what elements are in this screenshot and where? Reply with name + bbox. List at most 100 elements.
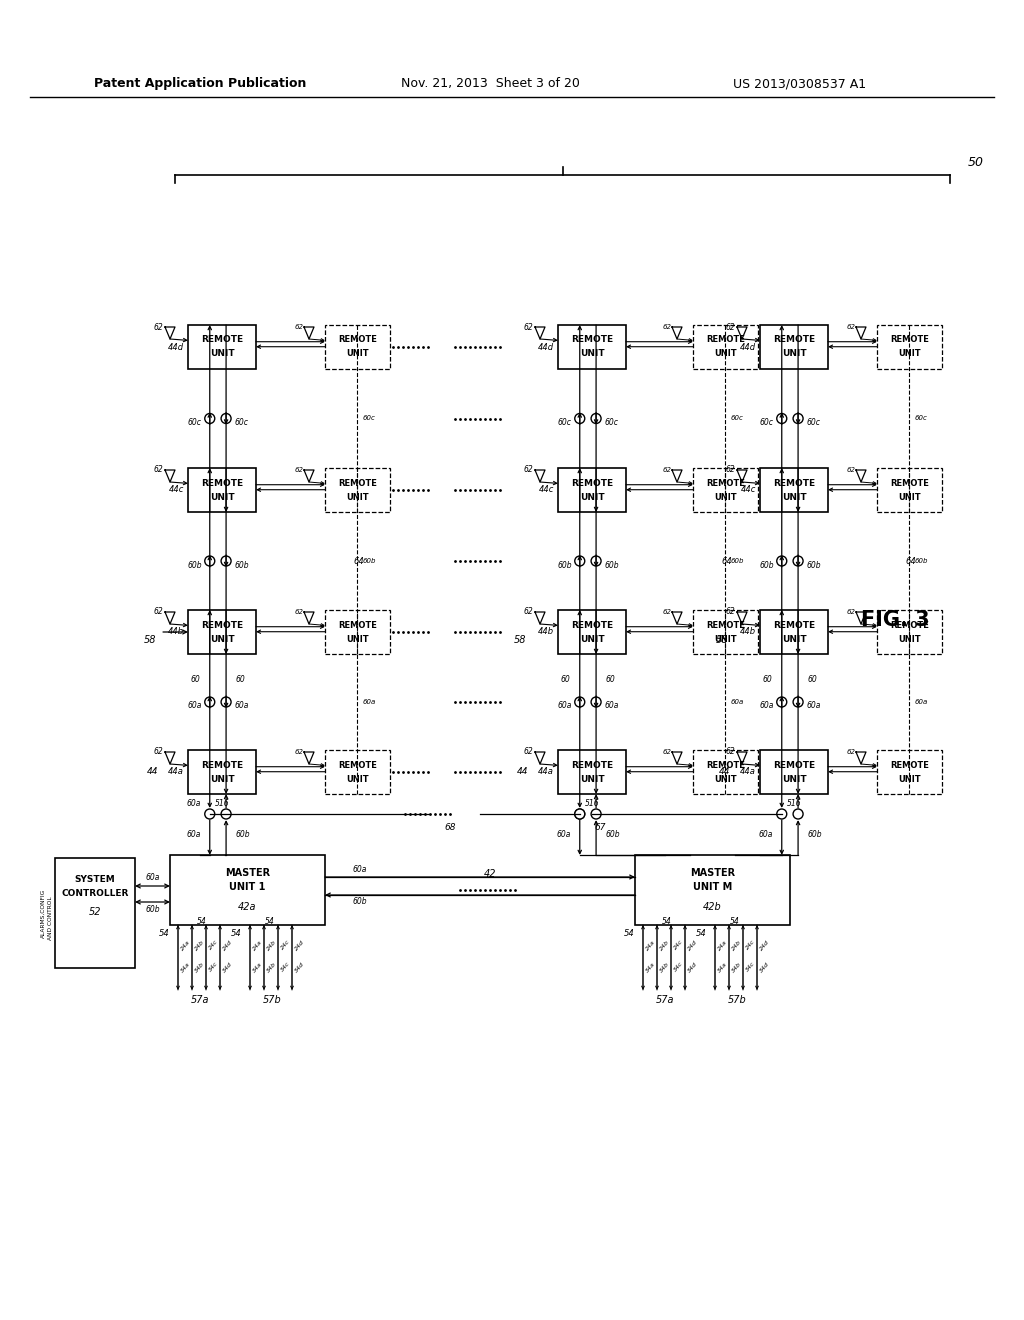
Text: 60a: 60a: [362, 700, 376, 705]
Text: 57b: 57b: [262, 995, 282, 1005]
Text: 54: 54: [663, 917, 672, 927]
Text: 62: 62: [295, 609, 303, 615]
Text: 62: 62: [725, 607, 735, 616]
Text: 34c: 34c: [208, 961, 219, 973]
Text: UNIT: UNIT: [580, 492, 604, 502]
Text: 60b: 60b: [604, 561, 618, 569]
Text: 60b: 60b: [914, 558, 928, 564]
Text: 60a: 60a: [730, 700, 743, 705]
Text: UNIT: UNIT: [580, 775, 604, 784]
Text: 60: 60: [191, 676, 201, 685]
Text: 44c: 44c: [539, 486, 554, 495]
Text: 60c: 60c: [558, 418, 571, 426]
Circle shape: [205, 809, 215, 818]
Text: UNIT: UNIT: [898, 635, 921, 644]
Text: 60: 60: [807, 676, 817, 685]
Text: 24b: 24b: [731, 939, 742, 952]
Text: REMOTE: REMOTE: [890, 479, 929, 487]
Text: 62: 62: [663, 323, 672, 330]
Text: 24d: 24d: [687, 939, 698, 952]
Text: 516: 516: [215, 800, 229, 808]
Text: 58: 58: [513, 635, 526, 645]
Bar: [760, 325, 828, 370]
Text: UNIT: UNIT: [346, 350, 369, 359]
Text: 67: 67: [594, 824, 605, 833]
Text: 60b: 60b: [605, 830, 620, 840]
Text: MASTER: MASTER: [690, 869, 735, 878]
Text: REMOTE: REMOTE: [890, 620, 929, 630]
Text: 24a: 24a: [252, 939, 263, 952]
Text: REMOTE: REMOTE: [773, 620, 815, 630]
Text: MASTER: MASTER: [225, 869, 270, 878]
Text: 24a: 24a: [645, 939, 656, 952]
Text: 60: 60: [763, 676, 773, 685]
Text: 60b: 60b: [187, 561, 202, 569]
Text: 44: 44: [719, 767, 730, 776]
Text: 54: 54: [265, 917, 274, 927]
Text: 60c: 60c: [604, 418, 618, 426]
Circle shape: [793, 809, 803, 818]
Text: REMOTE: REMOTE: [773, 335, 815, 345]
Text: UNIT: UNIT: [346, 492, 369, 502]
Text: 24c: 24c: [745, 939, 756, 950]
Text: 44c: 44c: [169, 486, 184, 495]
Text: 60b: 60b: [806, 561, 820, 569]
Text: UNIT: UNIT: [781, 635, 806, 644]
Text: REMOTE: REMOTE: [201, 760, 243, 770]
Text: 60c: 60c: [234, 418, 248, 426]
Bar: [760, 750, 828, 795]
Text: 44: 44: [146, 767, 158, 776]
Circle shape: [777, 697, 786, 708]
Text: 34a: 34a: [180, 961, 191, 973]
Text: 62: 62: [663, 748, 672, 755]
Text: 60a: 60a: [557, 701, 571, 710]
Circle shape: [221, 809, 231, 818]
Bar: [877, 325, 942, 370]
Text: REMOTE: REMOTE: [338, 760, 377, 770]
Text: 62: 62: [847, 748, 855, 755]
Bar: [693, 469, 758, 512]
Text: REMOTE: REMOTE: [773, 479, 815, 487]
Text: 60b: 60b: [807, 830, 821, 840]
Text: 60a: 60a: [234, 701, 249, 710]
Circle shape: [591, 413, 601, 424]
Text: 62: 62: [523, 322, 532, 331]
Text: 62: 62: [154, 322, 163, 331]
Text: UNIT: UNIT: [580, 635, 604, 644]
Text: Nov. 21, 2013  Sheet 3 of 20: Nov. 21, 2013 Sheet 3 of 20: [400, 78, 580, 91]
Text: AND CONTROL: AND CONTROL: [48, 896, 53, 940]
Text: 62: 62: [663, 609, 672, 615]
Text: 50: 50: [968, 157, 984, 169]
Circle shape: [574, 413, 585, 424]
Circle shape: [574, 809, 585, 818]
Text: REMOTE: REMOTE: [706, 620, 744, 630]
Text: 34b: 34b: [731, 961, 742, 973]
Text: 57b: 57b: [728, 995, 746, 1005]
Text: 34c: 34c: [673, 961, 684, 973]
Text: 62: 62: [847, 609, 855, 615]
Circle shape: [591, 556, 601, 566]
Text: REMOTE: REMOTE: [571, 335, 613, 345]
Bar: [877, 469, 942, 512]
Text: REMOTE: REMOTE: [338, 335, 377, 345]
Text: 60b: 60b: [557, 561, 571, 569]
Text: 516: 516: [786, 800, 802, 808]
Text: 60a: 60a: [186, 830, 201, 840]
Bar: [170, 855, 325, 925]
Text: 34c: 34c: [280, 961, 291, 973]
Text: 62: 62: [154, 747, 163, 756]
Text: 60a: 60a: [145, 874, 160, 883]
Text: 62: 62: [663, 467, 672, 473]
Text: 44a: 44a: [539, 767, 554, 776]
Text: 60a: 60a: [187, 701, 202, 710]
Text: 64: 64: [353, 557, 365, 565]
Text: UNIT: UNIT: [210, 635, 234, 644]
Text: 24d: 24d: [222, 939, 233, 952]
Text: 34d: 34d: [222, 961, 233, 973]
Text: 42a: 42a: [239, 902, 257, 912]
Text: 62: 62: [725, 747, 735, 756]
Text: REMOTE: REMOTE: [706, 479, 744, 487]
Text: REMOTE: REMOTE: [706, 760, 744, 770]
Text: UNIT: UNIT: [210, 775, 234, 784]
Text: UNIT: UNIT: [346, 775, 369, 784]
